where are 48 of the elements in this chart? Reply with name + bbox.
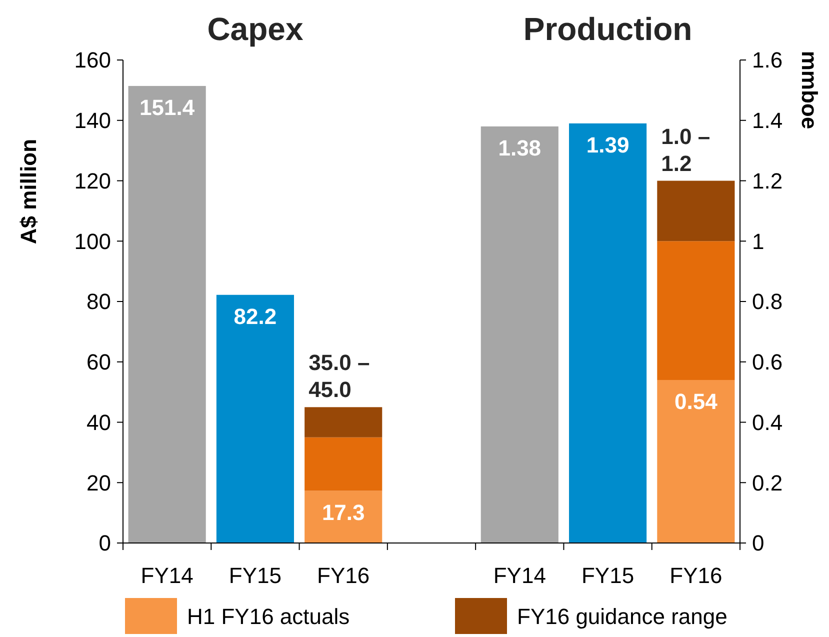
bar [304, 407, 382, 438]
x-tick-label: FY15 [581, 563, 634, 588]
y-tick-label: 0 [98, 530, 111, 556]
bar [480, 126, 558, 543]
y-tick-label: 140 [74, 108, 111, 134]
text: Capex [207, 11, 304, 47]
x-tick-label: FY16 [670, 563, 722, 588]
data-label: 151.4 [140, 94, 196, 120]
x-tick-label: FY15 [228, 563, 282, 588]
text: Production [523, 11, 692, 47]
bar [128, 86, 206, 543]
legend-label: FY16 guidance range [517, 604, 728, 629]
y2-tick-label: 1.6 [752, 48, 783, 73]
y-tick-label: 80 [86, 289, 111, 314]
y-tick-label: 40 [86, 410, 111, 435]
annotation: 35.0 – 45.0 [308, 350, 370, 402]
y2-tick-label: 0 [752, 530, 764, 556]
legend-label: H1 FY16 actuals [187, 604, 350, 629]
y-tick-label: 160 [74, 48, 111, 73]
data-label: 1.38 [498, 135, 542, 160]
y-tick-label: 20 [86, 470, 111, 496]
bar [657, 241, 735, 380]
data-label: 17.3 [322, 500, 365, 525]
data-label: 0.54 [674, 388, 718, 414]
y2-tick-label: 0.6 [752, 350, 783, 375]
data-label: 82.2 [234, 304, 277, 329]
y2-tick-label: 1.2 [752, 168, 783, 194]
y2-tick-label: 1.4 [752, 108, 783, 134]
y2-tick-label: 0.4 [752, 410, 783, 435]
y-tick-label: 100 [74, 228, 111, 254]
y-tick-label: 60 [86, 350, 111, 375]
data-label: 1.39 [586, 132, 630, 158]
bar [569, 123, 647, 543]
y-tick-label: 120 [74, 168, 111, 194]
x-tick-label: FY14 [493, 563, 546, 588]
bar [657, 180, 735, 242]
bar [216, 294, 294, 543]
bar [657, 380, 735, 543]
bar [304, 437, 382, 491]
y-axis-title: A$ million [16, 138, 41, 244]
y2-tick-label: 1 [752, 228, 764, 254]
x-tick-label: FY14 [140, 563, 194, 588]
x-tick-label: FY16 [317, 563, 370, 588]
bar [304, 490, 382, 543]
y2-axis-title: mmboe [797, 50, 822, 130]
y2-tick-label: 0.2 [752, 470, 783, 496]
y2-tick-label: 0.8 [752, 289, 783, 314]
annotation: 1.0 – 1.2 [661, 124, 710, 176]
